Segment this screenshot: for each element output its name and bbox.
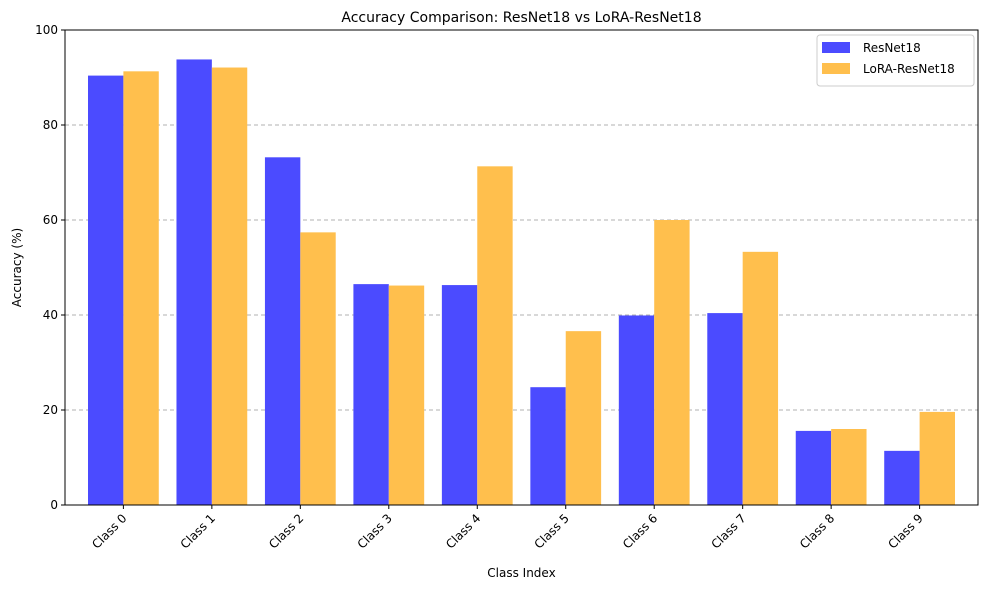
- bar-lora-resnet18: [831, 429, 867, 505]
- bar-lora-resnet18: [919, 411, 955, 505]
- x-axis-label: Class Index: [487, 566, 555, 580]
- chart-title: Accuracy Comparison: ResNet18 vs LoRA-Re…: [341, 10, 701, 26]
- bar-lora-resnet18: [654, 220, 690, 505]
- y-tick-label: 0: [50, 498, 58, 512]
- bar-lora-resnet18: [123, 71, 159, 505]
- y-axis: 0 20 40 60 80 100: [35, 23, 65, 512]
- bar-lora-resnet18: [477, 166, 513, 505]
- y-axis-label: Accuracy (%): [10, 228, 24, 307]
- y-tick-label: 100: [35, 23, 58, 37]
- bar-resnet18: [707, 313, 743, 505]
- bar-resnet18: [353, 284, 389, 505]
- bar-resnet18: [264, 157, 301, 506]
- bar-lora-resnet18: [565, 331, 602, 505]
- bar-lora-resnet18: [388, 285, 425, 505]
- bars: [88, 59, 955, 506]
- legend-box: [816, 34, 975, 87]
- legend: ResNet18 LoRA-ResNet18: [816, 34, 975, 87]
- bar-resnet18: [530, 387, 566, 505]
- bar-lora-resnet18: [211, 67, 248, 506]
- legend-swatch: [822, 42, 850, 53]
- bar-resnet18: [884, 450, 920, 505]
- bar-resnet18: [795, 430, 832, 505]
- plot-frame: [64, 29, 979, 506]
- legend-swatch: [822, 63, 850, 74]
- bar-resnet18: [441, 285, 478, 505]
- y-tick-label: 40: [43, 308, 58, 322]
- bar-lora-resnet18: [300, 232, 336, 505]
- bar-resnet18: [88, 75, 124, 505]
- bar-resnet18: [176, 59, 212, 505]
- legend-label: LoRA-ResNet18: [863, 62, 955, 76]
- y-tick-label: 80: [43, 118, 58, 132]
- grid-lines: [65, 124, 978, 411]
- y-tick-label: 20: [43, 403, 58, 417]
- y-tick-label: 60: [43, 213, 58, 227]
- bar-lora-resnet18: [742, 251, 779, 505]
- legend-label: ResNet18: [863, 41, 921, 55]
- bar-resnet18: [618, 315, 655, 505]
